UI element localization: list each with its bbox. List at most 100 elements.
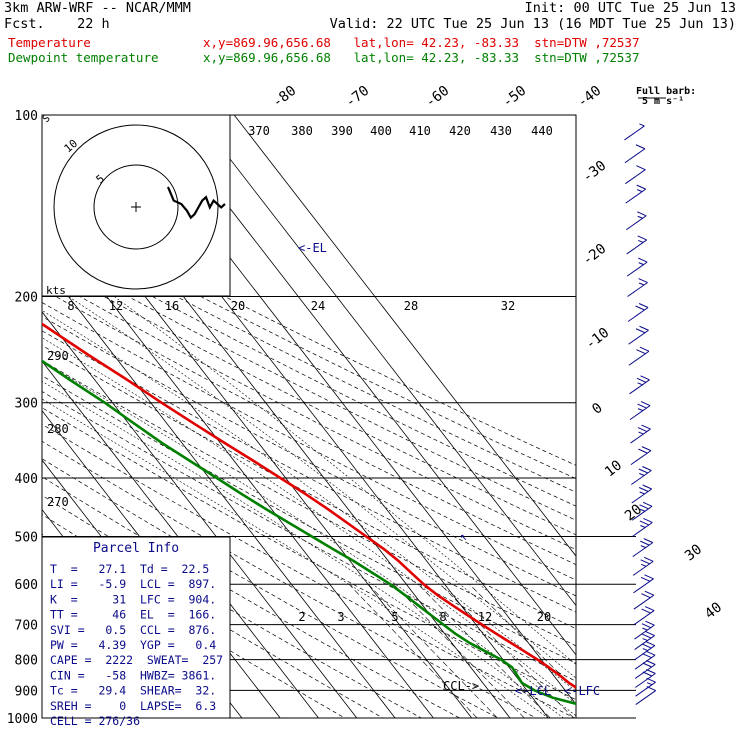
wind-barb (634, 650, 656, 670)
wind-barb-staff (625, 215, 647, 231)
wind-barb-staff (631, 470, 652, 485)
mixing-ratio-line (367, 583, 498, 718)
wind-barb-staff (625, 188, 646, 204)
pressure-label: 400 (15, 472, 38, 487)
parcel-info-row: CELL = 276/36 (50, 714, 140, 728)
theta-side-label: 270 (47, 495, 69, 509)
dewpoint-legend: Dewpoint temperature (8, 50, 159, 65)
temperature-tick-label: -80 (270, 83, 300, 111)
parcel-info-row: PW = 4.39 YGP = 0.4 (50, 638, 216, 652)
wind-barb-flag (641, 633, 652, 639)
theta-label: 390 (331, 124, 353, 138)
wind-barb-flag (637, 215, 643, 219)
isotherm-line (195, 115, 576, 607)
wind-barb (629, 375, 650, 395)
wind-barb (625, 184, 646, 204)
wind-barb (630, 424, 651, 444)
forecast-hour: Fcst. 22 h (4, 16, 110, 32)
mixing-ratio-label: 12 (478, 610, 492, 624)
dry-adiabat-line (42, 236, 576, 507)
wind-barb-flag (635, 144, 646, 150)
temperature-tick-label: -10 (583, 325, 613, 353)
wind-barb-flag (639, 325, 649, 331)
wind-barb-flag (641, 424, 651, 430)
wind-barb (632, 538, 654, 558)
wind-barb-staff (635, 673, 656, 688)
theta-label: 380 (291, 124, 313, 138)
parcel-info-row: LI = -5.9 LCL = 897. (50, 577, 216, 591)
temperature-tick-label: 0 (589, 400, 605, 418)
wind-barb (626, 235, 648, 255)
theta-side-label: 290 (47, 349, 69, 363)
isotherm-line (42, 261, 396, 718)
wind-barb (634, 620, 655, 640)
wind-barb-staff (626, 261, 648, 277)
temperature-tick-label: 20 (622, 501, 645, 524)
wind-barb-flag (636, 184, 646, 190)
temperature-tick-label: 40 (702, 599, 725, 622)
dry-adiabat-line (42, 440, 537, 718)
wind-barb-flag (644, 574, 654, 580)
hodograph-speed-tick: 12 (109, 299, 123, 313)
mixing-ratio-label: 2 (298, 610, 305, 624)
parcel-info-box (41, 536, 231, 719)
wind-barb-flag (645, 620, 655, 626)
wind-barb-flag (640, 540, 650, 546)
wind-barb-flag (638, 262, 644, 266)
wind-barb (627, 278, 648, 297)
wind-barb-staff (629, 405, 651, 421)
dry-adiabat-line (42, 302, 576, 581)
wind-barb (628, 346, 650, 366)
wind-barb-flag (639, 346, 650, 352)
wind-barb-flag (637, 211, 647, 217)
wind-barb (633, 590, 655, 610)
wind-barb-staff (635, 690, 657, 705)
wind-barb-flag (642, 484, 652, 490)
hodograph-ring (53, 124, 219, 290)
wind-barb-flag (642, 466, 652, 471)
wind-barb (631, 466, 652, 485)
wind-barb-flag (640, 525, 646, 528)
el-marker: <-EL (298, 241, 327, 255)
wind-barb-staff (625, 169, 646, 185)
wind-barb (634, 641, 656, 660)
wind-barb-flag (636, 165, 646, 171)
parcel-info-row: K = 31 LFC = 904. (50, 592, 216, 606)
theta-side-label: 280 (47, 422, 69, 436)
full-barb-title: Full barb: (636, 86, 696, 97)
mixing-ratio-label: 20 (537, 610, 551, 624)
temperature-tick-label: -50 (500, 83, 530, 111)
dry-adiabat-line (42, 261, 576, 536)
mixing-ratio-label: 8 (439, 610, 446, 624)
isotherm-line (157, 115, 576, 656)
wind-barb-staff (634, 624, 655, 640)
pressure-label: 200 (15, 291, 38, 306)
parcel-info-row: CAPE = 2222 SWEAT= 257 (50, 653, 223, 667)
dry-adiabat-line (42, 375, 576, 664)
dry-adiabat-line (42, 249, 576, 521)
wind-barb-staff (633, 594, 655, 610)
wind-barb-flag (638, 303, 649, 308)
ccl-marker: CCL-> (443, 679, 479, 693)
temperature-tick-label: -30 (580, 158, 610, 186)
init-time: Init: 00 UTC Tue 25 Jun 13 (524, 0, 736, 16)
wind-barb (625, 211, 647, 231)
theta-label: 410 (409, 124, 431, 138)
wind-barb-staff (632, 542, 654, 558)
temperature-tick-label: 10 (602, 457, 625, 480)
wind-barb-staff (631, 505, 653, 521)
lfc-marker: <-LFC (564, 684, 600, 698)
hodograph-ring-label: S (41, 113, 53, 125)
hodograph-speed-tick: 16 (165, 299, 179, 313)
mixing-ratio-label: 3 (337, 610, 344, 624)
pressure-label: 600 (15, 578, 38, 593)
dewpoint-legend-info: x,y=869.96,656.68 lat,lon= 42.23, -83.33… (203, 50, 640, 65)
wind-barb-staff (631, 488, 652, 504)
mixing-ratio-line (348, 583, 478, 718)
wind-barb-staff (634, 635, 655, 650)
wind-barb-flag (638, 468, 649, 474)
wind-barb-flag (642, 662, 652, 668)
parcel-info-row: SVI = 0.5 CCL = 876. (50, 623, 216, 637)
wind-barb-flag (645, 631, 655, 637)
dry-adiabat-line (42, 316, 576, 597)
